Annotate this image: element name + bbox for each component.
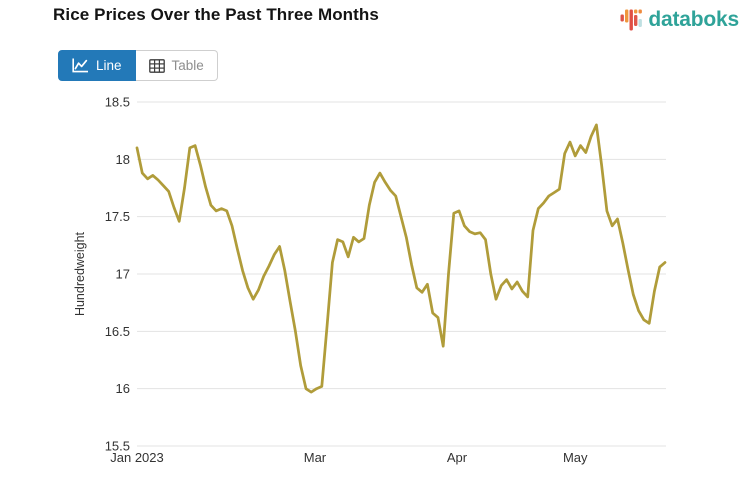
y-tick-label: 16.5 bbox=[105, 324, 130, 339]
y-tick-label: 17.5 bbox=[105, 209, 130, 224]
databoks-logo-text: databoks bbox=[648, 8, 739, 31]
x-tick-label: Jan 2023 bbox=[110, 450, 164, 465]
table-view-button[interactable]: Table bbox=[135, 50, 218, 81]
y-tick-label: 16 bbox=[116, 381, 130, 396]
y-tick-label: 17 bbox=[116, 267, 130, 282]
x-tick-label: Apr bbox=[447, 450, 468, 465]
databoks-bars-icon bbox=[620, 9, 643, 31]
x-tick-label: May bbox=[563, 450, 588, 465]
price-line-series bbox=[135, 123, 667, 394]
line-view-button[interactable]: Line bbox=[58, 50, 136, 81]
x-tick-label: Mar bbox=[304, 450, 327, 465]
databoks-logo: databoks bbox=[620, 6, 739, 34]
line-chart-icon bbox=[72, 58, 88, 73]
table-view-label: Table bbox=[171, 58, 204, 73]
y-tick-label: 18.5 bbox=[105, 95, 130, 110]
page-title: Rice Prices Over the Past Three Months bbox=[53, 5, 379, 24]
table-grid-icon bbox=[148, 58, 165, 73]
line-view-label: Line bbox=[96, 58, 122, 73]
y-tick-label: 15.5 bbox=[105, 439, 130, 454]
y-tick-label: 18 bbox=[116, 152, 130, 167]
y-axis-title: Hundredweight bbox=[73, 231, 87, 316]
view-toggle-group: Line Table bbox=[58, 50, 218, 81]
